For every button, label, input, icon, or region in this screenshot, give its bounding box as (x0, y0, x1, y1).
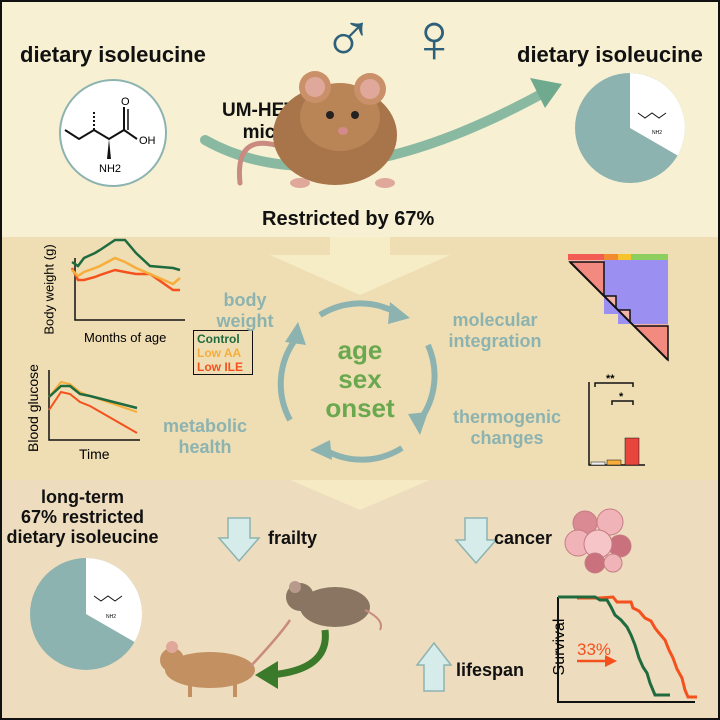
legend-low-aa: Low AA (197, 346, 242, 360)
cycle-sex: sex (338, 364, 382, 394)
body-weight-label: body weight (210, 290, 280, 332)
hydroxyl-label: OH (139, 135, 156, 147)
female-symbol-icon: ♀ (408, 0, 461, 77)
thermogenic-line2: changes (470, 428, 544, 448)
cycle-age: age (337, 335, 383, 365)
metabolic-label: metabolic health (160, 416, 250, 458)
series-control (71, 238, 181, 272)
body-weight-chart (70, 238, 185, 321)
restriction-label: Restricted by 67% (262, 208, 435, 230)
body-weight-line1: body (223, 290, 267, 310)
cancer-down-arrow-icon (454, 517, 498, 565)
metabolic-line2: health (178, 437, 232, 457)
body-weight-xlabel: Months of age (84, 330, 167, 345)
body-weight-line2: weight (216, 311, 274, 331)
series-low-aa (71, 256, 181, 286)
survival-low-ile (577, 595, 697, 699)
lifespan-label: lifespan (456, 660, 525, 680)
cycle-onset: onset (325, 393, 395, 423)
svg-text:NH2: NH2 (106, 614, 116, 620)
metabolic-line1: metabolic (162, 416, 248, 436)
molecular-label: molecular integration (440, 310, 550, 352)
cycle-arrows-icon (277, 300, 438, 463)
bar-low-ile (624, 437, 640, 466)
mouse-icon (236, 71, 397, 188)
body-weight-ylabel: Body weight (g) (41, 244, 57, 335)
thermogenic-bar-chart: ** * (588, 373, 645, 466)
cancer-label: cancer (494, 528, 553, 548)
thermogenic-line1: thermogenic (452, 407, 562, 427)
molecular-line2: integration (448, 331, 542, 351)
bottom-title-line1: long-term (41, 487, 124, 507)
glucose-chart (48, 370, 140, 441)
legend: Control Low AA Low ILE (193, 330, 253, 375)
male-symbol-icon: ♂ (322, 0, 375, 77)
frailty-down-arrow-icon (217, 517, 261, 563)
glucose-ylabel: Blood glucose (25, 364, 41, 452)
frailty-label: frailty (268, 528, 318, 548)
bar-low-aa (606, 459, 622, 466)
bottom-title: long-term 67% restricted dietary isoleuc… (5, 487, 160, 547)
downward-flow-arrow-icon (270, 237, 450, 295)
bottom-flow-arrow-icon (290, 480, 430, 510)
oxygen-label: O (121, 96, 130, 108)
bar-control (590, 461, 606, 466)
survival-control (558, 595, 670, 697)
glucose-xlabel: Time (79, 446, 110, 462)
aging-mice-icon (160, 581, 382, 697)
lifespan-gain: 33% (577, 640, 611, 659)
series-low-ile (70, 267, 180, 292)
sig-double: ** (606, 373, 615, 385)
isoleucine-molecule-icon: O OH NH2 (59, 79, 167, 187)
svg-text:NH2: NH2 (652, 130, 662, 136)
lifespan-up-arrow-icon (415, 641, 453, 692)
cancer-cells-icon (564, 508, 632, 574)
sig-single: * (619, 391, 624, 403)
restricted-pie-icon: NH2 (575, 73, 685, 183)
right-label: dietary isoleucine (517, 42, 703, 67)
thermogenic-label: thermogenic changes (452, 407, 562, 449)
bottom-title-line2: 67% restricted (20, 507, 145, 527)
restricted-pie-bottom-icon: NH2 (30, 558, 143, 670)
bottom-title-line3: dietary isoleucine (6, 527, 159, 547)
left-label: dietary isoleucine (20, 42, 206, 67)
survival-chart: 33% (557, 595, 697, 703)
molecular-line1: molecular (452, 310, 538, 330)
amine-label: NH2 (99, 163, 121, 175)
legend-low-ile: Low ILE (197, 360, 243, 374)
legend-control: Control (197, 332, 240, 346)
correlation-heatmap (568, 254, 669, 362)
